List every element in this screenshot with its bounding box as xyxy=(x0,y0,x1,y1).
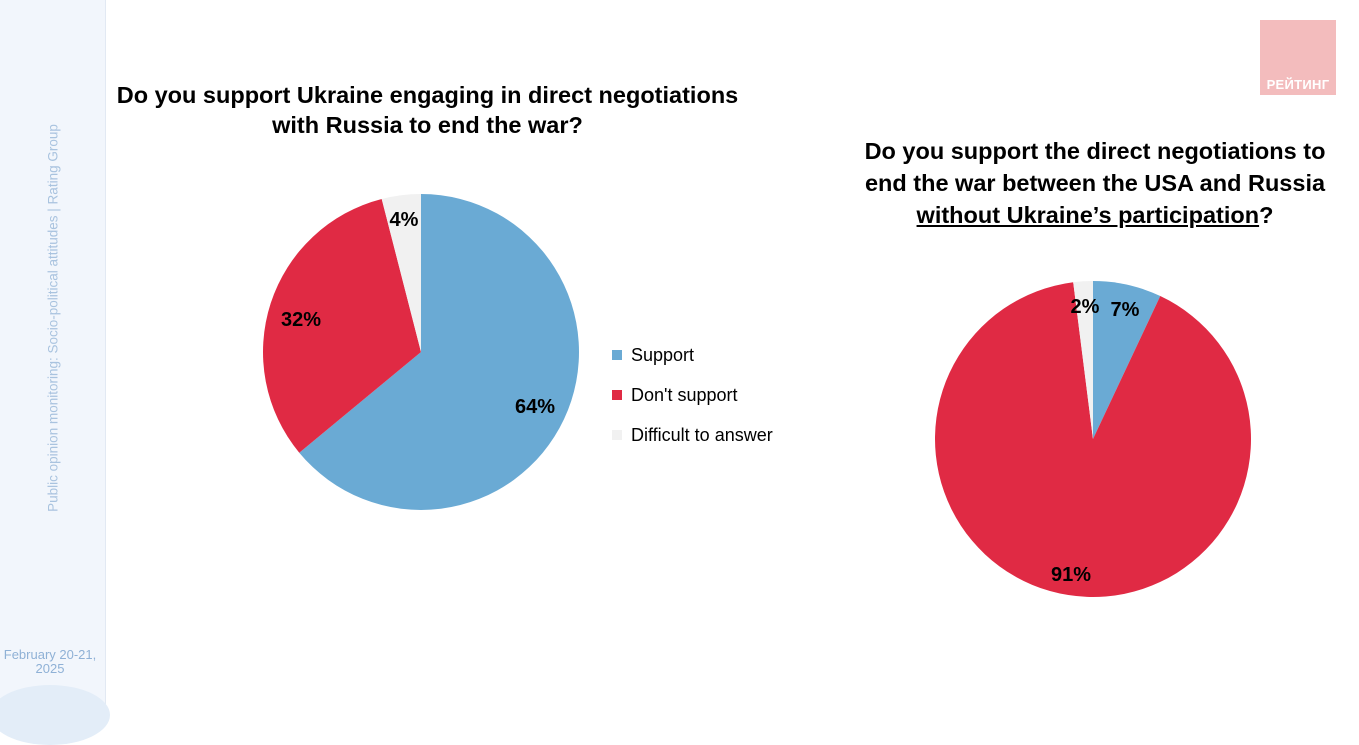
survey-date-line1: February 20-21, xyxy=(3,647,97,662)
chart-1-title-line1: Do you support Ukraine engaging in direc… xyxy=(116,82,739,108)
chart-1-data-label-support: 64% xyxy=(515,396,555,418)
survey-date: February 20-21, 2025 xyxy=(0,648,100,676)
legend-swatch-difficult xyxy=(612,430,622,440)
chart-2-title-line3: without Ukraine’s participation xyxy=(916,202,1260,228)
chart-2-title: Do you support the direct negotiations t… xyxy=(862,135,1328,231)
legend-label-difficult: Difficult to answer xyxy=(631,424,773,445)
chart-1-data-label-don-t-support: 32% xyxy=(281,309,321,331)
chart-2-slice-difficult-to-answer xyxy=(1073,281,1093,439)
legend-label-support: Support xyxy=(631,344,695,365)
legend-swatch-support xyxy=(612,350,622,360)
chart-2-slice-don-t-support xyxy=(934,282,1251,597)
legend-item-dont-support: Don't support xyxy=(612,375,773,415)
chart-2-title-suffix: ? xyxy=(1259,202,1274,228)
survey-date-line2: 2025 xyxy=(35,661,65,676)
legend-label-dont-support: Don't support xyxy=(631,384,738,405)
chart-2-slice-support xyxy=(1093,281,1161,439)
chart-2-title-line2: end the war between the USA and Russia xyxy=(864,170,1326,196)
chart-2-data-label-difficult-to-answer: 2% xyxy=(1071,296,1100,318)
pie-chart-1: 64% 32% 4% xyxy=(263,194,579,510)
chart-2-data-label-don-t-support: 91% xyxy=(1051,564,1091,586)
chart-2-title-line1: Do you support the direct negotiations t… xyxy=(864,138,1326,164)
legend-item-support: Support xyxy=(612,335,773,375)
chart-1-slice-difficult-to-answer xyxy=(381,194,421,352)
pie-chart-2: 7% 91% 2% xyxy=(934,281,1251,597)
legend-swatch-dont-support xyxy=(612,390,622,400)
chart-1-title-line2: with Russia to end the war? xyxy=(272,112,583,138)
sidebar: Public opinion monitoring: Socio-politic… xyxy=(0,0,110,745)
chart-1-legend: Support Don't support Difficult to answe… xyxy=(612,335,773,455)
rating-logo: РЕЙТИНГ xyxy=(1260,20,1336,95)
chart-1-data-label-difficult-to-answer: 4% xyxy=(390,209,419,231)
chart-1-slice-don-t-support xyxy=(263,198,421,453)
rating-logo-text: РЕЙТИНГ xyxy=(1266,77,1330,92)
chart-2-data-label-support: 7% xyxy=(1111,299,1140,321)
chart-1-slice-support xyxy=(299,194,579,510)
chart-1-title: Do you support Ukraine engaging in direc… xyxy=(105,80,750,140)
legend-item-difficult: Difficult to answer xyxy=(612,415,773,455)
